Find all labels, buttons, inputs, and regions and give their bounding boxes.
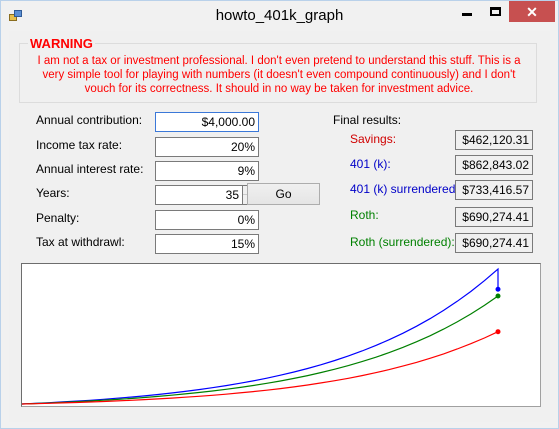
k401-value: $862,843.02 [455,155,533,175]
k401-surrendered-label: 401 (k) surrendered: [350,182,459,196]
window-title: howto_401k_graph [215,7,344,24]
k401-label: 401 (k): [350,157,391,171]
years-input[interactable]: 35 [155,185,243,205]
savings-value: $462,120.31 [455,130,533,150]
growth-chart [21,263,541,407]
warning-group: WARNING I am not a tax or investment pro… [19,36,537,103]
final-results-header: Final results: [333,113,402,127]
minimize-button[interactable] [453,1,481,22]
tax-at-withdrawl-input[interactable]: 15% [155,234,259,254]
series-line-1 [22,295,499,405]
tax-at-withdrawl-label: Tax at withdrawl: [36,235,125,249]
income-tax-rate-label: Income tax rate: [36,138,123,152]
series-line-0 [22,267,499,405]
series-line-2 [22,331,499,405]
annual-contribution-input[interactable]: $4,000.00 [155,112,259,132]
penalty-input[interactable]: 0% [155,210,259,230]
client-area: WARNING I am not a tax or investment pro… [9,31,550,422]
roth-label: Roth: [350,208,379,222]
warning-title: WARNING [28,36,95,51]
minimize-icon [462,13,472,16]
roth-value: $690,274.41 [455,207,533,227]
series-end-point-1 [495,293,501,299]
maximize-icon [489,7,501,16]
close-button[interactable]: ✕ [509,1,555,22]
title-bar[interactable]: howto_401k_graph ✕ [1,1,558,31]
annual-contribution-label: Annual contribution: [36,113,143,127]
close-icon: ✕ [526,3,538,20]
maximize-button[interactable] [481,1,509,22]
series-end-point-2 [495,329,501,335]
years-label: Years: [36,186,70,200]
roth-surrendered-value: $690,274.41 [455,233,533,253]
go-button[interactable]: Go [247,183,320,205]
income-tax-rate-input[interactable]: 20% [155,137,259,157]
penalty-label: Penalty: [36,211,80,225]
warning-text: I am not a tax or investment professiona… [37,55,521,95]
annual-interest-rate-input[interactable]: 9% [155,161,259,181]
savings-label: Savings: [350,132,397,146]
series-end-point-0 [495,286,501,292]
k401-surrendered-value: $733,416.57 [455,180,533,200]
growth-chart-svg [22,267,501,405]
app-icon[interactable] [9,10,23,22]
roth-surrendered-label: Roth (surrendered): [350,235,455,249]
annual-interest-rate-label: Annual interest rate: [36,162,144,176]
